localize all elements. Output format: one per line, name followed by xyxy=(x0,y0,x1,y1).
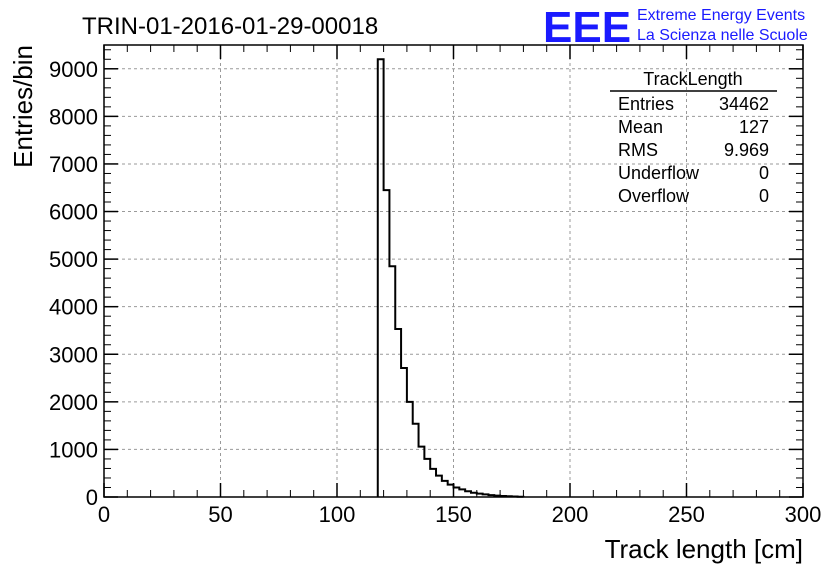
stats-value: 0 xyxy=(759,186,769,206)
y-tick-labels: 0 1000 2000 3000 4000 5000 6000 7000 8000 9000 xyxy=(49,57,98,510)
logo-mark: EEE xyxy=(543,3,631,52)
stats-label: RMS xyxy=(618,140,658,160)
stats-value: 34462 xyxy=(719,94,769,114)
logo-line-2: La Scienza nelle Scuole xyxy=(637,27,808,44)
x-tick-label: 200 xyxy=(552,502,589,527)
histogram-bins xyxy=(378,59,524,497)
y-tick-label: 7000 xyxy=(49,152,98,177)
x-tick-label: 50 xyxy=(208,502,232,527)
stats-value: 127 xyxy=(739,117,769,137)
y-tick-label: 5000 xyxy=(49,247,98,272)
stats-box-title: TrackLength xyxy=(643,69,742,89)
stats-label: Overflow xyxy=(618,186,690,206)
x-tick-label: 300 xyxy=(785,502,822,527)
stats-value: 0 xyxy=(759,163,769,183)
x-tick-label: 250 xyxy=(668,502,705,527)
stats-box: TrackLength Entries 34462 Mean 127 RMS 9… xyxy=(610,69,777,206)
stats-value: 9.969 xyxy=(724,140,769,160)
x-axis-label: Track length [cm] xyxy=(605,534,803,564)
stats-label: Underflow xyxy=(618,163,700,183)
x-tick-label: 100 xyxy=(319,502,356,527)
histogram-outline xyxy=(376,58,525,498)
plot-frame xyxy=(103,44,804,498)
y-axis-label: Entries/bin xyxy=(8,45,38,168)
y-tick-label: 9000 xyxy=(49,57,98,82)
axis-ticks xyxy=(103,45,804,498)
eee-logo: EEE Extreme Energy Events La Scienza nel… xyxy=(543,3,808,52)
grid-lines xyxy=(104,45,803,497)
logo-line-1: Extreme Energy Events xyxy=(637,7,805,24)
x-tick-label: 150 xyxy=(435,502,472,527)
chart-title: TRIN-01-2016-01-29-00018 xyxy=(82,13,378,40)
x-tick-labels: 0 50 100 150 200 250 300 xyxy=(98,502,821,527)
y-tick-label: 3000 xyxy=(49,342,98,367)
y-tick-label: 1000 xyxy=(49,437,98,462)
y-tick-label: 4000 xyxy=(49,295,98,320)
x-tick-label: 0 xyxy=(98,502,110,527)
stats-label: Mean xyxy=(618,117,663,137)
y-tick-label: 6000 xyxy=(49,200,98,225)
y-tick-label: 0 xyxy=(86,485,98,510)
y-tick-label: 2000 xyxy=(49,390,98,415)
y-tick-label: 8000 xyxy=(49,104,98,129)
stats-label: Entries xyxy=(618,94,674,114)
